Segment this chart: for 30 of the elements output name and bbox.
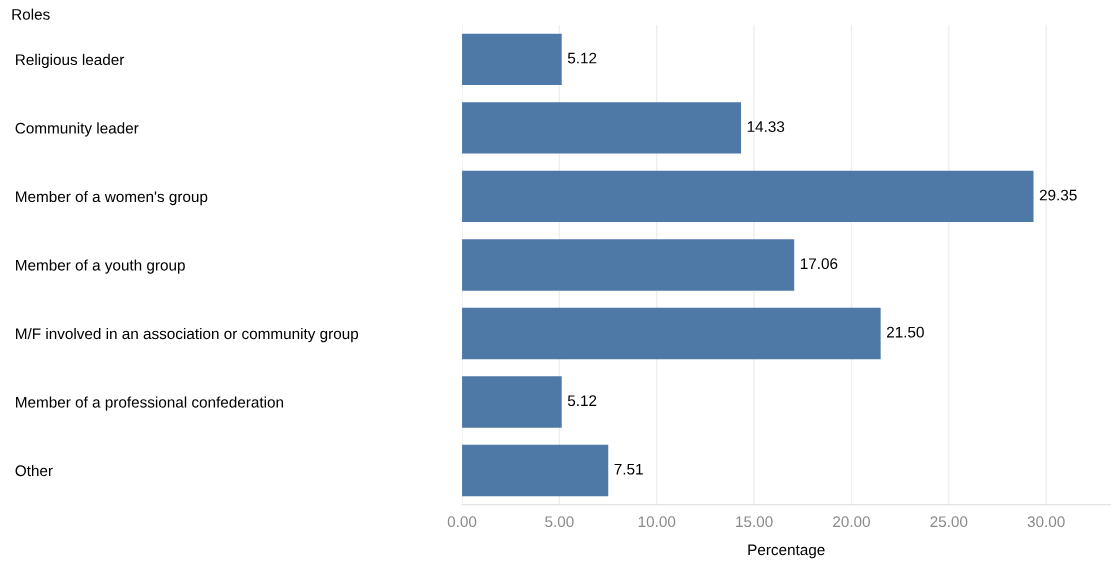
data-label: 21.50 <box>886 326 924 338</box>
data-label: 5.12 <box>567 395 597 407</box>
y-tick-label: Other <box>15 464 53 477</box>
y-tick-label: Member of a youth group <box>16 259 185 274</box>
bar <box>462 102 742 154</box>
bar <box>462 376 562 428</box>
y-tick-label: Community leader <box>15 122 139 137</box>
bar <box>462 444 609 497</box>
y-tick-label: Member of a women's group <box>16 190 208 206</box>
y-tick-label: Member of a professional confederation <box>16 396 284 411</box>
data-label: 5.12 <box>567 52 597 64</box>
x-tick-label: 20.00 <box>833 516 870 528</box>
bar <box>462 239 795 291</box>
bar <box>462 33 562 86</box>
bar <box>462 307 881 360</box>
data-label: 14.33 <box>747 121 785 133</box>
data-label: 29.35 <box>1039 189 1077 201</box>
y-axis-title: Roles <box>12 8 50 20</box>
x-axis-title: Percentage <box>748 544 825 559</box>
x-tick-label: 0.00 <box>447 516 477 528</box>
x-tick-label: 25.00 <box>930 516 968 528</box>
x-tick-label: 10.00 <box>638 516 676 528</box>
y-tick-label: Religious leader <box>16 53 125 69</box>
x-tick-label: 15.00 <box>736 516 773 528</box>
x-tick-label: 30.00 <box>1027 516 1065 528</box>
data-label: 17.06 <box>800 258 838 270</box>
x-tick-label: 5.00 <box>545 516 574 528</box>
bar <box>462 170 1034 223</box>
y-tick-label: M/F involved in an association or community group <box>16 327 359 343</box>
data-label: 7.51 <box>614 463 643 475</box>
